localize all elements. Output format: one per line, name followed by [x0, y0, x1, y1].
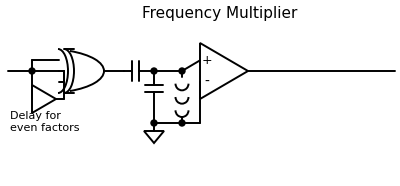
Text: -: - — [204, 75, 210, 89]
Circle shape — [179, 68, 185, 74]
Circle shape — [151, 120, 157, 126]
Text: Frequency Multiplier: Frequency Multiplier — [142, 6, 298, 21]
Circle shape — [179, 120, 185, 126]
Text: +: + — [202, 54, 212, 67]
Text: Delay for
even factors: Delay for even factors — [10, 111, 80, 133]
Circle shape — [151, 68, 157, 74]
Circle shape — [29, 68, 35, 74]
